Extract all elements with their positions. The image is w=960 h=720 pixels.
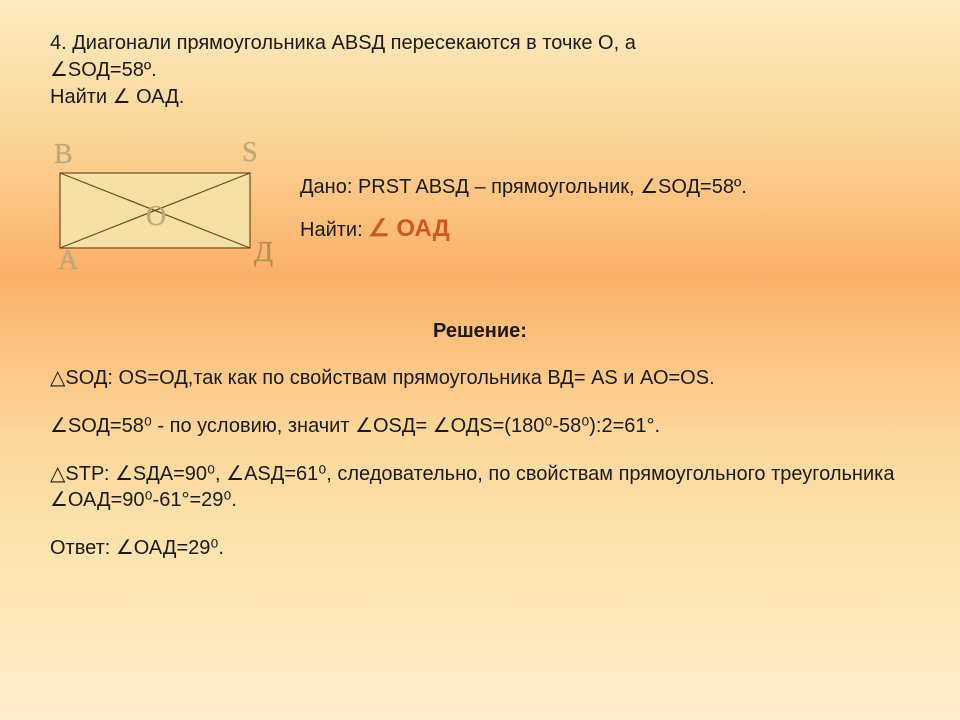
solution-header: Решение: bbox=[0, 320, 960, 343]
find-value: ∠ ОАД bbox=[368, 215, 450, 242]
solution-answer: Ответ: ∠ОАД=29⁰. bbox=[50, 535, 910, 561]
problem-statement: 4. Диагонали прямоугольника ABSД пересек… bbox=[50, 30, 870, 111]
find-label: Найти: bbox=[300, 219, 368, 241]
solution-step-1: △SОД: OS=ОД,так как по свойствам прямоуг… bbox=[50, 365, 910, 391]
given-line1-ang: ∠SОД=58º. bbox=[640, 176, 747, 198]
vertex-a-label: A bbox=[58, 245, 78, 277]
vertex-s-label: S bbox=[242, 137, 258, 169]
vertex-b-label: B bbox=[54, 139, 73, 171]
vertex-d-label: Д bbox=[254, 237, 273, 269]
solution-step-3: △STР: ∠SДА=90⁰, ∠АSД=61⁰, следовательно,… bbox=[50, 461, 910, 513]
given-line2: Найти: ∠ ОАД bbox=[300, 206, 900, 252]
problem-line1: . Диагонали прямоугольника ABSД пересека… bbox=[61, 32, 636, 54]
given-line1: Дано: PRST ABSД – прямоугольник, ∠SОД=58… bbox=[300, 168, 900, 206]
rectangle-figure: B S A Д O bbox=[40, 145, 270, 285]
center-o-label: O bbox=[146, 201, 166, 233]
problem-line2: ∠SОД=58º. bbox=[50, 59, 157, 81]
problem-number: 4 bbox=[50, 32, 61, 54]
solution-body: △SОД: OS=ОД,так как по свойствам прямоуг… bbox=[50, 365, 910, 583]
given-line1-pre: Дано: PRST ABSД – прямоугольник, bbox=[300, 176, 640, 198]
given-block: Дано: PRST ABSД – прямоугольник, ∠SОД=58… bbox=[300, 168, 900, 252]
problem-line3: Найти ∠ ОАД. bbox=[50, 86, 184, 108]
solution-step-2: ∠SОД=58⁰ - по условию, значит ∠ОSД= ∠ОДS… bbox=[50, 413, 910, 439]
